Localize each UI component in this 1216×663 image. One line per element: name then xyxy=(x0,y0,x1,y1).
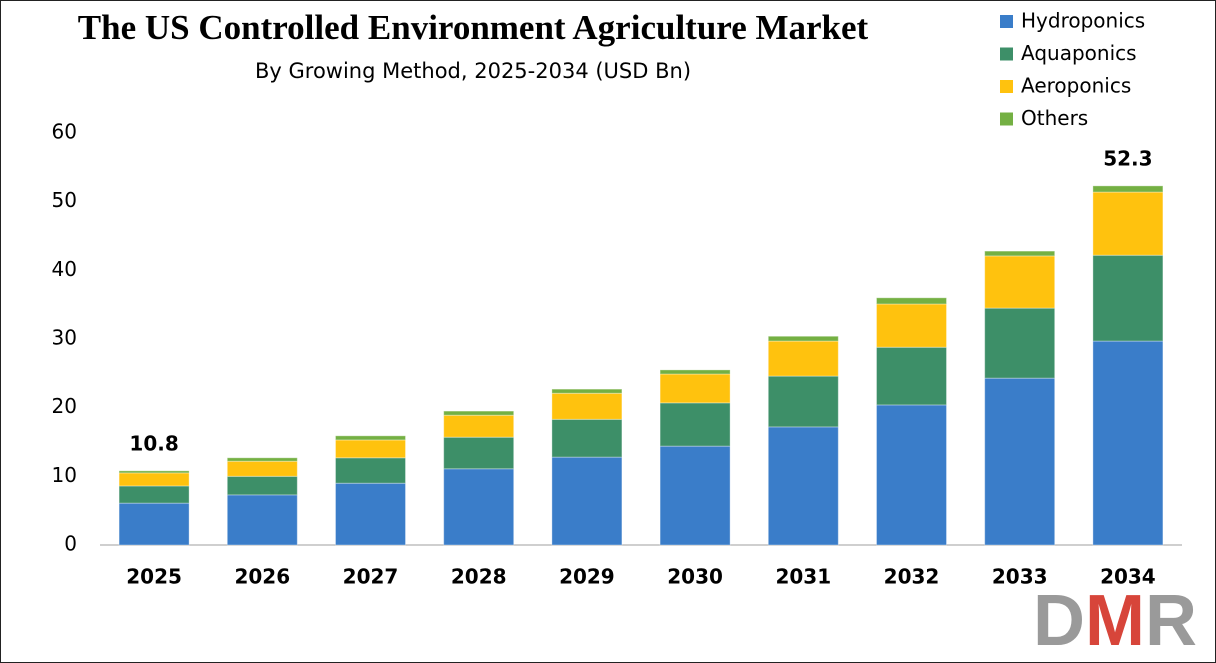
bar-segment xyxy=(984,307,1056,379)
bar-segment xyxy=(118,470,190,474)
bar-segment xyxy=(226,457,298,462)
legend-swatch xyxy=(1000,47,1013,61)
bar-segment xyxy=(551,418,623,458)
bar-segment xyxy=(335,439,406,459)
bar-segment xyxy=(118,472,190,487)
bar-segment xyxy=(984,255,1056,309)
y-tick-label: 20 xyxy=(52,394,77,418)
y-tick-label: 10 xyxy=(52,463,77,487)
bar-segment xyxy=(876,404,947,546)
bar-segment xyxy=(767,375,839,428)
total-label: 10.8 xyxy=(129,431,178,455)
logo-text: DMR xyxy=(1033,581,1197,661)
bar-segment xyxy=(767,426,839,546)
bar-segment xyxy=(984,250,1056,257)
logo-letter: M xyxy=(1085,581,1145,661)
bar-segment xyxy=(659,369,731,375)
bar-segment xyxy=(1092,185,1164,193)
bar-segment xyxy=(118,502,190,546)
legend-label: Hydroponics xyxy=(1021,9,1145,33)
chart-subtitle: By Growing Method, 2025-2034 (USD Bn) xyxy=(255,59,691,83)
x-tick-label: 2026 xyxy=(234,565,290,589)
bar-segment xyxy=(876,346,947,406)
bar-segment xyxy=(767,340,839,377)
y-tick-label: 0 xyxy=(64,532,77,556)
legend-label: Others xyxy=(1021,106,1088,130)
legend-swatch xyxy=(1000,80,1013,93)
legend-swatch xyxy=(1000,15,1013,28)
bar-segment xyxy=(226,475,298,496)
bar-segment xyxy=(551,456,623,546)
bar-segment xyxy=(443,436,515,470)
bar-segment xyxy=(551,392,623,420)
legend-swatch xyxy=(1000,112,1013,126)
y-tick-label: 50 xyxy=(52,188,77,212)
bar-segment xyxy=(226,494,298,546)
y-tick-label: 30 xyxy=(52,326,77,350)
bar-segment xyxy=(659,402,731,447)
bar-segment xyxy=(335,435,406,441)
x-tick-label: 2030 xyxy=(667,565,723,589)
bar-segment xyxy=(443,410,515,416)
bar-segment xyxy=(551,388,623,394)
logo-letter: D xyxy=(1033,581,1085,661)
logo: DMR xyxy=(1033,581,1197,661)
bar-segment xyxy=(1092,191,1164,256)
bar-segment xyxy=(876,297,947,305)
bar-segment xyxy=(335,457,406,484)
legend-label: Aeroponics xyxy=(1021,74,1131,98)
y-tick-label: 40 xyxy=(52,257,77,281)
bar-segment xyxy=(1092,254,1164,342)
bar-segment xyxy=(659,445,731,546)
bar-segment xyxy=(659,373,731,404)
x-tick-label: 2033 xyxy=(992,565,1048,589)
x-tick-label: 2029 xyxy=(559,565,615,589)
total-label: 52.3 xyxy=(1103,146,1152,170)
x-tick-label: 2031 xyxy=(775,565,831,589)
bar-segment xyxy=(984,377,1056,546)
x-tick-label: 2025 xyxy=(126,565,182,589)
bar-segment xyxy=(118,485,190,504)
legend-label: Aquaponics xyxy=(1021,41,1137,65)
bar-segment xyxy=(443,468,515,546)
x-tick-label: 2028 xyxy=(451,565,507,589)
x-tick-label: 2032 xyxy=(884,565,940,589)
bar-segment xyxy=(876,303,947,348)
x-tick-label: 2027 xyxy=(343,565,399,589)
bar-segment xyxy=(443,414,515,438)
bar-segment xyxy=(767,335,839,342)
bar-segment xyxy=(1092,340,1164,546)
logo-letter: R xyxy=(1145,581,1197,661)
y-tick-label: 60 xyxy=(52,120,77,144)
bar-segment xyxy=(226,460,298,477)
bar-segment xyxy=(335,482,406,546)
chart-title: The US Controlled Environment Agricultur… xyxy=(78,8,869,47)
x-tick-label: 2034 xyxy=(1100,565,1156,589)
